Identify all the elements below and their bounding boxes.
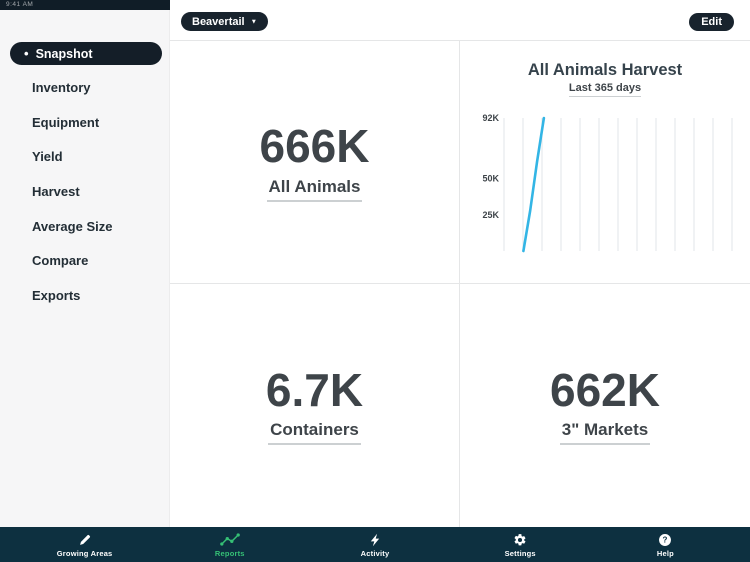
sidebar-list: Inventory Equipment Yield Harvest Averag… — [0, 70, 169, 313]
edit-button[interactable]: Edit — [689, 13, 734, 31]
tab-label: Reports — [214, 548, 245, 558]
status-bar: 9:41 AM — [0, 0, 170, 10]
top-bar: Beavertail ▼ Edit — [170, 0, 750, 41]
metric-value: 666K — [259, 120, 370, 173]
status-time: 9:41 AM — [6, 1, 34, 8]
metric-card-all-animals[interactable]: 666K All Animals — [170, 41, 460, 284]
tab-label: Help — [656, 548, 674, 558]
bottom-tab-bar: Growing Areas Reports Activity — [0, 527, 750, 562]
location-label: Beavertail — [192, 15, 245, 28]
metric-value: 6.7K — [265, 363, 364, 416]
chart-canvas: 92K 50K 25K — [482, 113, 733, 253]
sidebar-item-snapshot[interactable]: • Snapshot — [10, 42, 162, 65]
metric-label: All Animals — [266, 177, 363, 202]
svg-text:92K: 92K — [482, 113, 499, 123]
svg-text:?: ? — [663, 535, 668, 544]
sidebar-item-average-size[interactable]: Average Size — [32, 218, 113, 234]
tab-activity[interactable]: Activity — [302, 527, 447, 562]
chart-subtitle: Last 365 days — [568, 82, 642, 97]
graph-icon — [219, 533, 240, 547]
tab-label: Growing Areas — [56, 548, 113, 558]
metric-label: Containers — [268, 420, 361, 446]
metric-card-containers[interactable]: 6.7K Containers — [170, 284, 460, 527]
sidebar-item-compare[interactable]: Compare — [32, 253, 89, 269]
tab-growing-areas[interactable]: Growing Areas — [12, 527, 157, 562]
gear-icon — [513, 533, 527, 547]
metric-label: 3" Markets — [559, 420, 651, 446]
tab-help[interactable]: ? Help — [593, 527, 738, 562]
chevron-down-icon: ▼ — [250, 18, 258, 26]
metric-card-3in-markets[interactable]: 662K 3" Markets — [460, 284, 750, 527]
harvest-line-chart: 92K 50K 25K — [474, 113, 736, 258]
sidebar-item-equipment[interactable]: Equipment — [32, 114, 100, 130]
chart-title: All Animals Harvest — [527, 61, 683, 79]
selected-bullet-icon: • — [24, 46, 29, 61]
metric-value: 662K — [550, 363, 660, 416]
tab-reports[interactable]: Reports — [157, 527, 302, 562]
sidebar-item-inventory[interactable]: Inventory — [32, 79, 91, 95]
tab-label: Activity — [360, 548, 390, 558]
sidebar-item-harvest[interactable]: Harvest — [32, 183, 80, 199]
sidebar-item-exports[interactable]: Exports — [32, 287, 81, 303]
svg-text:25K: 25K — [482, 210, 499, 220]
tab-settings[interactable]: Settings — [448, 527, 593, 562]
tab-label: Settings — [504, 548, 536, 558]
help-icon: ? — [658, 533, 672, 547]
lightning-icon — [368, 533, 382, 547]
harvest-chart-card[interactable]: All Animals Harvest Last 365 days 92K 50K… — [460, 41, 750, 284]
sidebar-item-yield[interactable]: Yield — [32, 149, 63, 165]
location-selector-button[interactable]: Beavertail ▼ — [181, 12, 269, 31]
snapshot-grid: 666K All Animals All Animals Harvest Las… — [170, 41, 750, 527]
report-sidebar: • Snapshot Inventory Equipment Yield Har… — [0, 0, 170, 527]
pencil-icon — [78, 533, 92, 547]
svg-text:50K: 50K — [482, 174, 499, 184]
sidebar-item-label: Snapshot — [35, 46, 93, 61]
